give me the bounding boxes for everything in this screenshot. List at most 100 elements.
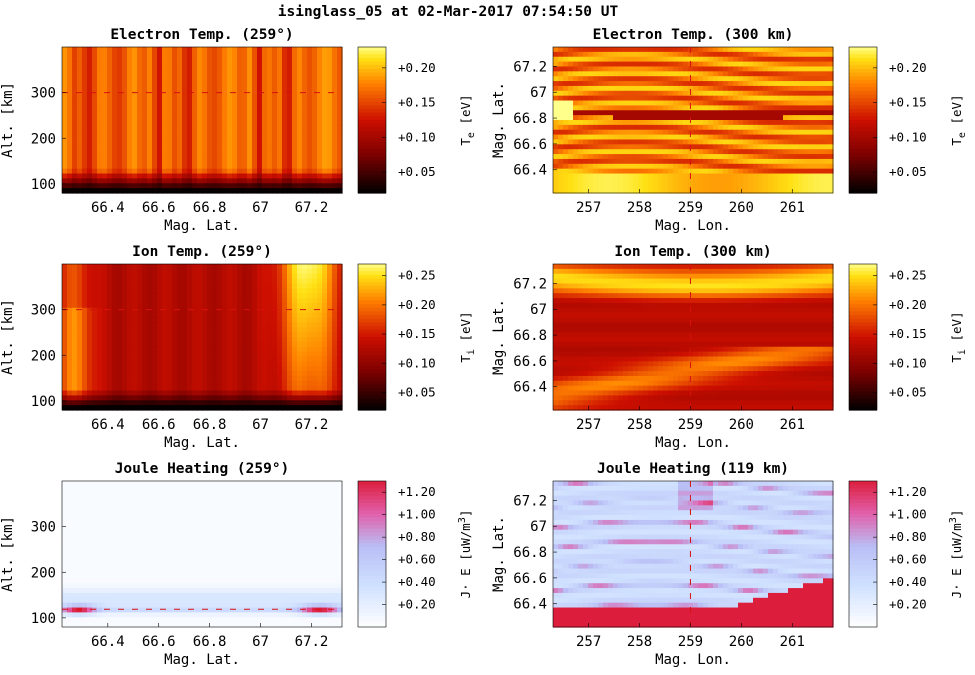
heatmap-cell xyxy=(217,61,223,68)
heatmap-cell xyxy=(217,163,223,170)
heatmap-cell xyxy=(257,71,263,77)
heatmap-cell xyxy=(708,144,714,150)
heatmap-cell xyxy=(678,85,684,92)
heatmap-cell xyxy=(82,81,88,87)
heatmap-cell xyxy=(783,61,789,68)
heatmap-cell xyxy=(683,158,689,165)
heatmap-cell xyxy=(212,288,218,294)
heatmap-cell xyxy=(92,154,98,160)
heatmap-cell xyxy=(317,129,323,136)
heatmap-cell xyxy=(107,375,113,382)
heatmap-cell xyxy=(628,149,634,155)
heatmap-cell xyxy=(142,385,148,392)
heatmap-cell xyxy=(287,268,293,275)
colorbar-step xyxy=(849,174,877,179)
heatmap-cell xyxy=(87,163,93,170)
heatmap-cell xyxy=(127,395,133,401)
heatmap-cell xyxy=(307,278,313,285)
heatmap-cell xyxy=(613,81,619,87)
heatmap-cell xyxy=(678,81,684,87)
heatmap-cell xyxy=(307,178,313,184)
heatmap-cell xyxy=(162,322,168,328)
heatmap-cell xyxy=(658,47,664,53)
heatmap-cell xyxy=(578,163,584,170)
heatmap-cell xyxy=(97,341,103,348)
heatmap-cell xyxy=(768,144,774,150)
heatmap-cell xyxy=(237,361,243,367)
heatmap-cell xyxy=(102,298,108,304)
heatmap-cell xyxy=(72,293,78,299)
heatmap-cell xyxy=(187,264,193,270)
heatmap-cell xyxy=(62,380,68,387)
heatmap-cell xyxy=(297,154,303,160)
heatmap-cell xyxy=(748,134,754,141)
heatmap-cell xyxy=(97,163,103,170)
heatmap-cell xyxy=(202,134,208,141)
heatmap-cell xyxy=(763,129,769,136)
heatmap-cell xyxy=(307,105,313,111)
heatmap-cell xyxy=(222,380,228,387)
heatmap-cell xyxy=(733,47,739,53)
heatmap-cell xyxy=(277,390,283,396)
heatmap-cell xyxy=(583,124,589,131)
heatmap-cell xyxy=(137,154,143,160)
heatmap-cell xyxy=(257,302,263,309)
heatmap-cell xyxy=(297,268,303,275)
heatmap-cell xyxy=(713,105,719,111)
heatmap-cell xyxy=(177,95,183,102)
heatmap-cell xyxy=(117,139,123,145)
heatmap-cell xyxy=(162,90,168,97)
heatmap-cell xyxy=(207,110,213,116)
heatmap-cell xyxy=(287,76,293,82)
heatmap-cell xyxy=(337,134,343,141)
heatmap-cell xyxy=(668,47,674,53)
heatmap-cell xyxy=(72,375,78,382)
heatmap-cell xyxy=(97,288,103,294)
heatmap-cell xyxy=(633,76,639,82)
heatmap-cell xyxy=(82,100,88,106)
heatmap-cell xyxy=(137,268,143,275)
heatmap-cell xyxy=(157,115,163,121)
heatmap-cell xyxy=(327,81,333,87)
heatmap-cell xyxy=(112,332,118,338)
heatmap-cell xyxy=(252,268,258,275)
heatmap-cell xyxy=(668,95,674,102)
heatmap-cell xyxy=(177,105,183,111)
heatmap-cell xyxy=(758,100,764,106)
heatmap-cell xyxy=(573,188,579,194)
heatmap-cell xyxy=(723,139,729,145)
heatmap-cell xyxy=(332,110,338,116)
heatmap-cell xyxy=(558,183,564,189)
heatmap-cell xyxy=(102,95,108,102)
heatmap-cell xyxy=(272,288,278,294)
colorbar-step xyxy=(358,127,386,132)
colorbar-step xyxy=(358,68,386,74)
heatmap-cell xyxy=(132,307,138,314)
heatmap-cell xyxy=(623,66,629,72)
heatmap-cell xyxy=(187,76,193,82)
heatmap-cell xyxy=(648,105,654,111)
heatmap-cell xyxy=(97,188,103,194)
heatmap-cell xyxy=(242,110,248,116)
heatmap-cell xyxy=(763,56,769,63)
heatmap-cell xyxy=(668,56,674,63)
heatmap-cell xyxy=(322,120,328,126)
heatmap-cell xyxy=(793,178,799,184)
heatmap-cell xyxy=(693,105,699,111)
heatmap-cell xyxy=(718,188,724,194)
heatmap-cell xyxy=(678,95,684,102)
heatmap-cell xyxy=(798,158,804,165)
heatmap-cell xyxy=(297,134,303,141)
heatmap-cell xyxy=(142,139,148,145)
heatmap-cell xyxy=(62,278,68,285)
heatmap-cell xyxy=(302,312,308,319)
heatmap-cell xyxy=(337,105,343,111)
heatmap-cell xyxy=(588,168,594,175)
heatmap-cell xyxy=(683,95,689,102)
heatmap-cell xyxy=(127,110,133,116)
heatmap-cell xyxy=(202,120,208,126)
heatmap-cell xyxy=(558,51,564,58)
heatmap-cell xyxy=(773,139,779,145)
heatmap-cell xyxy=(147,85,153,92)
heatmap-cell xyxy=(698,139,704,145)
